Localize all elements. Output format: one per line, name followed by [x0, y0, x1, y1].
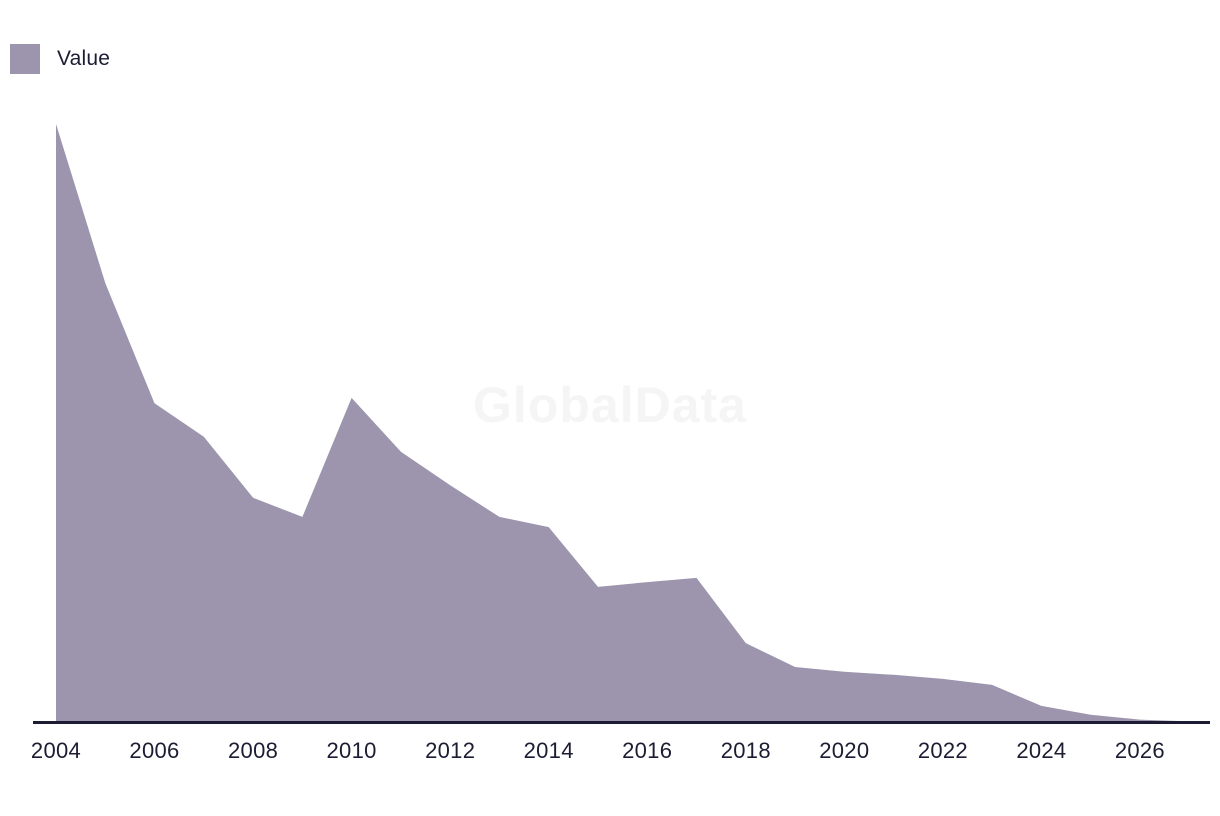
x-axis-label: 2012 — [425, 738, 476, 763]
x-axis-label: 2022 — [917, 738, 968, 763]
legend: Value — [10, 44, 110, 74]
x-axis-label: 2026 — [1114, 738, 1165, 763]
x-axis-labels: 2004 2006 2008 2010 2012 2014 2016 2018 2020 2022… — [0, 738, 1220, 768]
area-series-value — [56, 124, 1190, 722]
legend-label: Value — [57, 47, 111, 70]
x-axis-label: 2014 — [523, 738, 574, 763]
x-axis-label: 2020 — [819, 738, 870, 763]
x-axis-label: 2018 — [720, 738, 771, 763]
x-axis-label: 2006 — [129, 738, 180, 763]
x-axis-label: 2008 — [228, 738, 279, 763]
x-axis-label: 2004 — [30, 738, 82, 763]
x-axis-label: 2010 — [326, 738, 377, 763]
x-axis-label: 2016 — [622, 738, 673, 763]
watermark-text: GlobalData — [473, 377, 747, 433]
legend-swatch-value — [10, 44, 40, 74]
x-axis-label: 2024 — [1016, 738, 1067, 763]
